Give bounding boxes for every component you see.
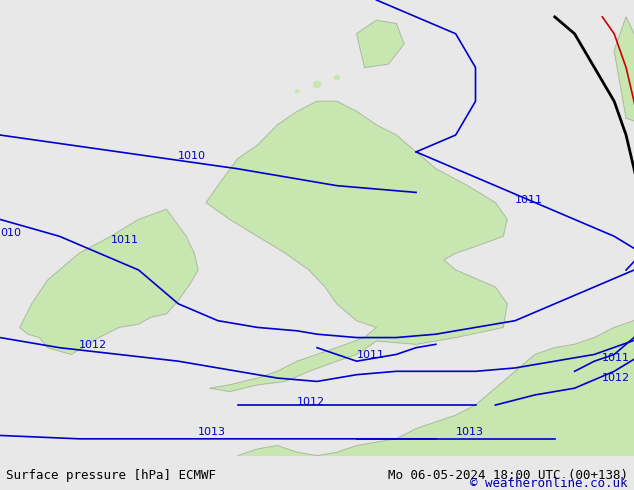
Text: 1012: 1012	[297, 397, 325, 407]
Text: Surface pressure [hPa] ECMWF: Surface pressure [hPa] ECMWF	[6, 469, 216, 483]
Text: 1011: 1011	[356, 350, 385, 360]
Polygon shape	[20, 209, 198, 354]
Text: 1013: 1013	[456, 427, 484, 438]
Text: 010: 010	[0, 228, 21, 238]
Circle shape	[335, 75, 339, 80]
Polygon shape	[356, 20, 404, 68]
Text: 1012: 1012	[79, 340, 107, 350]
Polygon shape	[238, 320, 634, 456]
Polygon shape	[206, 101, 507, 392]
Text: 1012: 1012	[602, 373, 630, 384]
Text: © weatheronline.co.uk: © weatheronline.co.uk	[470, 477, 628, 490]
Text: 1011: 1011	[602, 353, 630, 363]
Polygon shape	[614, 17, 634, 125]
Text: Mo 06-05-2024 18:00 UTC (00+138): Mo 06-05-2024 18:00 UTC (00+138)	[387, 469, 628, 483]
Circle shape	[313, 81, 321, 87]
Text: 1010: 1010	[178, 150, 206, 161]
Circle shape	[295, 90, 299, 93]
Text: 1011: 1011	[515, 195, 543, 204]
Text: 1013: 1013	[198, 427, 226, 438]
Text: 1011: 1011	[111, 235, 139, 245]
